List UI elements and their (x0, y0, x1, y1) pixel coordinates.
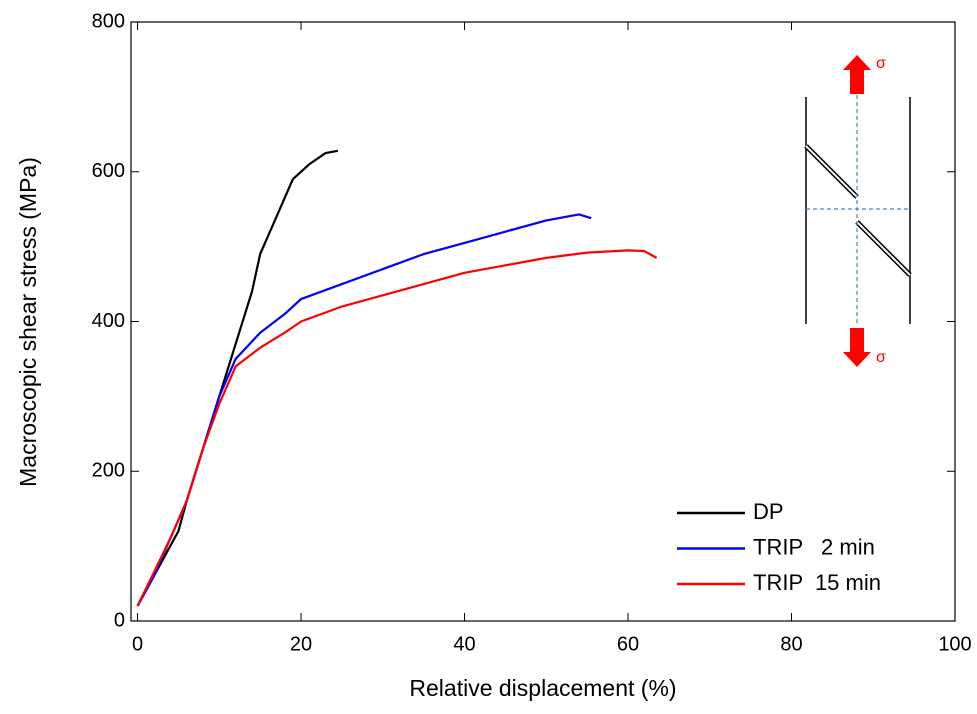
data-line (136, 213, 592, 607)
inset-label: σ (876, 349, 886, 366)
inset-arrow (843, 55, 871, 94)
x-tick-label: 40 (453, 633, 475, 655)
x-tick-label: 20 (290, 633, 312, 655)
y-tick-label: 400 (92, 310, 125, 332)
y-tick-label: 600 (92, 160, 125, 182)
legend-label: DP (753, 499, 784, 524)
x-tick-label: 0 (132, 633, 143, 655)
inset-slit (856, 221, 911, 276)
y-tick-label: 200 (92, 460, 125, 482)
legend-label: TRIP 2 min (753, 534, 875, 559)
data-line (136, 249, 658, 607)
y-tick-label: 0 (114, 609, 125, 631)
inset-slit (805, 145, 858, 198)
y-axis-label: Macroscopic shear stress (MPa) (15, 157, 41, 487)
x-axis-label: Relative displacement (%) (409, 675, 676, 701)
x-tick-label: 80 (780, 633, 802, 655)
x-tick-label: 60 (617, 633, 639, 655)
data-line (136, 149, 339, 607)
inset-arrow (843, 328, 871, 367)
plot-frame (130, 21, 956, 622)
legend-label: TRIP 15 min (753, 570, 881, 595)
x-tick-label: 100 (938, 633, 971, 655)
y-tick-label: 800 (92, 10, 125, 32)
inset-diagram: σ σ (804, 55, 912, 367)
inset-label: σ (876, 55, 886, 72)
